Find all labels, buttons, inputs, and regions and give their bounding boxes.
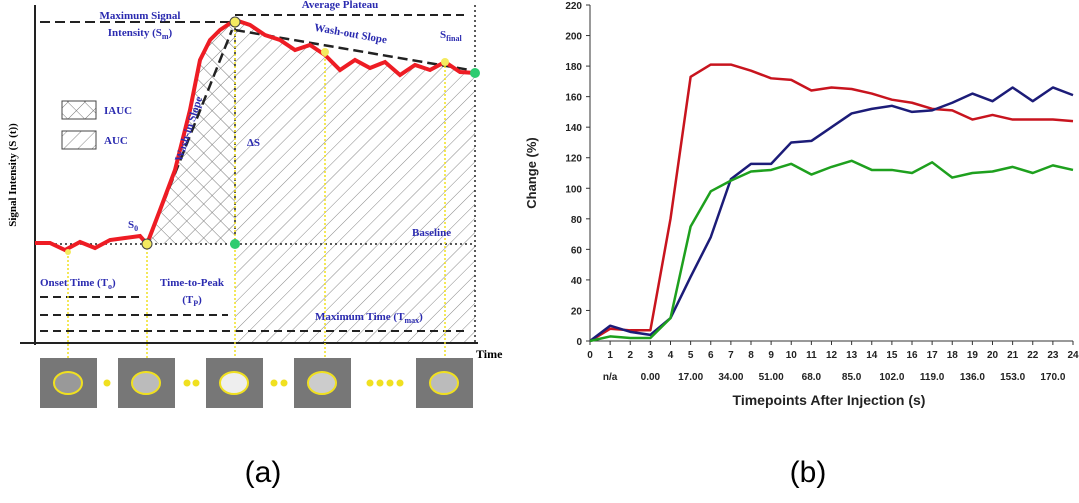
ttp-label: Time-to-Peak [160,277,225,289]
x-tick-label: 24 [1067,350,1079,361]
x-tick-label: 20 [987,350,999,361]
y-tick-label: 40 [571,276,583,287]
x-tick-label: 14 [866,350,878,361]
x-axis-label: Time [476,347,503,361]
diagram-panel: Average Plateau Maximum Signal Intensity… [7,0,503,489]
markers [65,16,480,255]
x-axis-label: Timepoints After Injection (s) [733,392,926,408]
series-line [589,159,1074,343]
y-tick-label: 0 [576,337,582,348]
y-tick-label: 140 [565,123,582,134]
thumbnails [40,358,473,408]
secondary-x-tick-label: 0.00 [641,372,661,383]
x-tick-label: 15 [886,350,898,361]
secondary-x-tick-label: 34.00 [718,372,743,383]
plateau-label: Average Plateau [302,0,378,11]
x-tick-label: 5 [688,350,694,361]
x-tick-label: 16 [906,350,918,361]
secondary-x-tick-label: 119.0 [920,372,945,383]
iauc-swatch [61,100,97,120]
secondary-x-tick-label: 136.0 [960,372,985,383]
delta-s-label: ΔS [247,137,260,149]
y-axis-label: Change (%) [524,137,539,209]
y-tick-label: 60 [571,245,583,256]
x-tick-label: 10 [786,350,798,361]
s-final-label: Sfinal [440,29,462,43]
x-tick-label: 21 [1007,350,1019,361]
y-tick-label: 180 [565,62,582,73]
max-time-label: Maximum Time (Tmax) [315,311,423,325]
wash-out-label: Wash-out Slope [313,22,388,47]
baseline-area [35,244,235,343]
secondary-x-tick-label: 85.0 [842,372,862,383]
caption: (a) [245,456,282,489]
x-tick-label: 1 [607,350,613,361]
secondary-x-tick-label: 17.00 [678,372,703,383]
iauc-label: IAUC [104,105,132,117]
signal-curve [35,17,476,253]
secondary-x-tick-label: n/a [603,372,618,383]
x-tick-label: 19 [967,350,979,361]
max-signal-label: Maximum Signal [100,10,181,22]
y-tick-label: 20 [571,306,583,317]
x-tick-label: 3 [648,350,654,361]
max-signal-label: Intensity (Sm) [108,27,173,41]
x-tick-label: 12 [826,350,838,361]
series-line [589,63,1074,343]
x-tick-label: 18 [947,350,959,361]
y-tick-label: 220 [565,1,582,12]
x-tick-label: 9 [768,350,774,361]
x-tick-label: 17 [927,350,939,361]
y-tick-label: 120 [565,154,582,165]
x-tick-label: 7 [728,350,734,361]
x-tick-label: 22 [1027,350,1039,361]
auc-label: AUC [104,135,128,147]
secondary-x-tick-label: 102.0 [879,372,904,383]
baseline-label: Baseline [412,227,451,239]
secondary-x-tick-label: 51.00 [759,372,784,383]
secondary-x-tick-label: 68.0 [802,372,822,383]
secondary-x-tick-label: 170.0 [1040,372,1065,383]
y-tick-label: 200 [565,32,582,43]
guide-lines [67,22,446,370]
s0-label: S0 [128,219,138,233]
y-tick-label: 80 [571,215,583,226]
x-tick-label: 23 [1047,350,1059,361]
series-line [589,86,1074,342]
y-tick-label: 160 [565,93,582,104]
ttp-label: (TP) [182,294,202,308]
x-tick-label: 4 [668,350,674,361]
secondary-x-tick-label: 153.0 [1000,372,1025,383]
x-tick-label: 11 [806,350,817,361]
caption: (b) [790,456,827,489]
x-tick-label: 13 [846,350,858,361]
x-tick-label: 6 [708,350,714,361]
x-tick-label: 2 [627,350,633,361]
y-tick-label: 100 [565,184,582,195]
x-tick-label: 8 [748,350,754,361]
x-tick-label: 0 [587,350,593,361]
auc-area [235,20,475,343]
onset-label: Onset Time (To) [40,277,116,291]
y-axis-label: Signal Intensity (S (t)) [7,123,19,227]
auc-swatch [61,130,97,150]
